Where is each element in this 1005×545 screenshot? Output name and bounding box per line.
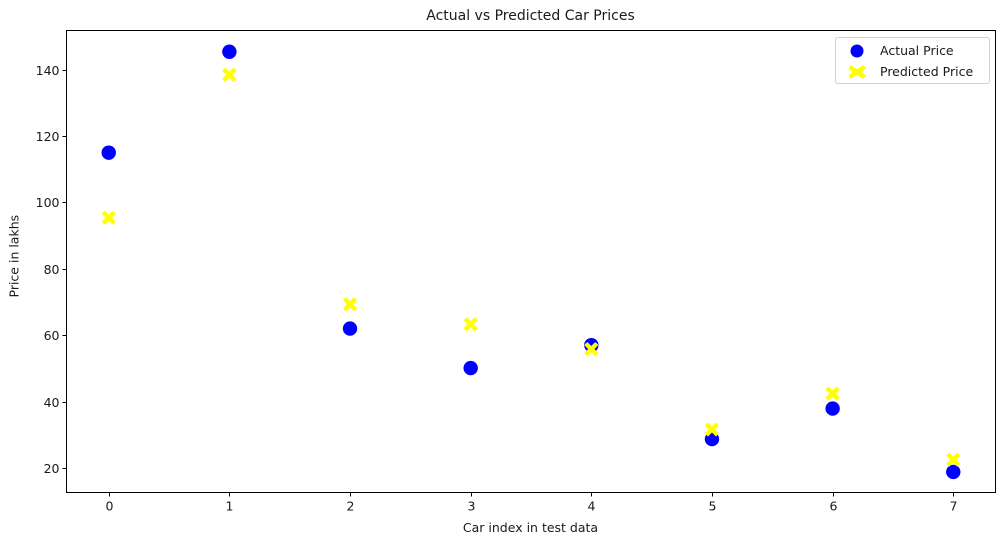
x-tick-label: 1 bbox=[226, 499, 234, 514]
actual-price-point bbox=[222, 44, 237, 59]
x-tick-label: 6 bbox=[830, 499, 838, 514]
x-marker-icon bbox=[848, 65, 866, 79]
actual-price-point bbox=[825, 401, 840, 416]
actual-price-point bbox=[584, 337, 599, 353]
x-tick-label: 0 bbox=[106, 499, 114, 514]
predicted-price-point bbox=[825, 386, 840, 401]
x-tick-label: 2 bbox=[347, 499, 355, 514]
actual-price-point bbox=[342, 321, 358, 336]
x-axis-ticks: 0 1 2 3 4 5 6 7 bbox=[106, 492, 958, 514]
x-tick-label: 7 bbox=[950, 499, 958, 514]
x-tick-label: 3 bbox=[468, 499, 476, 514]
legend-item-predicted: Predicted Price bbox=[836, 62, 989, 82]
legend: Actual Price Predicted Price bbox=[835, 37, 990, 84]
data-points bbox=[101, 44, 961, 480]
actual-price-point bbox=[463, 360, 478, 376]
chart-title: Actual vs Predicted Car Prices bbox=[426, 8, 635, 24]
y-tick-label: 40 bbox=[44, 395, 60, 410]
y-tick-label: 120 bbox=[36, 129, 60, 144]
legend-label: Predicted Price bbox=[880, 64, 974, 79]
y-tick-label: 60 bbox=[44, 328, 60, 343]
y-axis-label: Price in lakhs bbox=[6, 214, 22, 298]
y-tick-label: 100 bbox=[36, 195, 60, 210]
actual-price-point bbox=[946, 464, 961, 480]
y-tick-label: 80 bbox=[44, 262, 60, 277]
legend-item-actual: Actual Price bbox=[836, 41, 989, 61]
predicted-price-point bbox=[946, 452, 961, 467]
x-tick-label: 4 bbox=[588, 499, 596, 514]
circle-marker-icon bbox=[850, 44, 864, 58]
legend-label: Actual Price bbox=[880, 43, 954, 58]
predicted-price-point bbox=[343, 297, 357, 312]
x-tick-label: 5 bbox=[709, 499, 717, 514]
predicted-price-point bbox=[222, 67, 237, 82]
predicted-price-point bbox=[584, 342, 599, 356]
predicted-price-point bbox=[463, 317, 478, 332]
y-tick-label: 20 bbox=[44, 461, 60, 476]
axes-frame bbox=[66, 30, 996, 493]
actual-price-point bbox=[101, 145, 116, 160]
x-axis-label: Car index in test data bbox=[462, 520, 599, 535]
y-tick-label: 140 bbox=[36, 63, 60, 78]
predicted-price-point bbox=[705, 422, 719, 437]
predicted-price-point bbox=[101, 210, 116, 225]
y-axis-ticks: 20 40 60 80 100 120 140 bbox=[36, 63, 67, 476]
